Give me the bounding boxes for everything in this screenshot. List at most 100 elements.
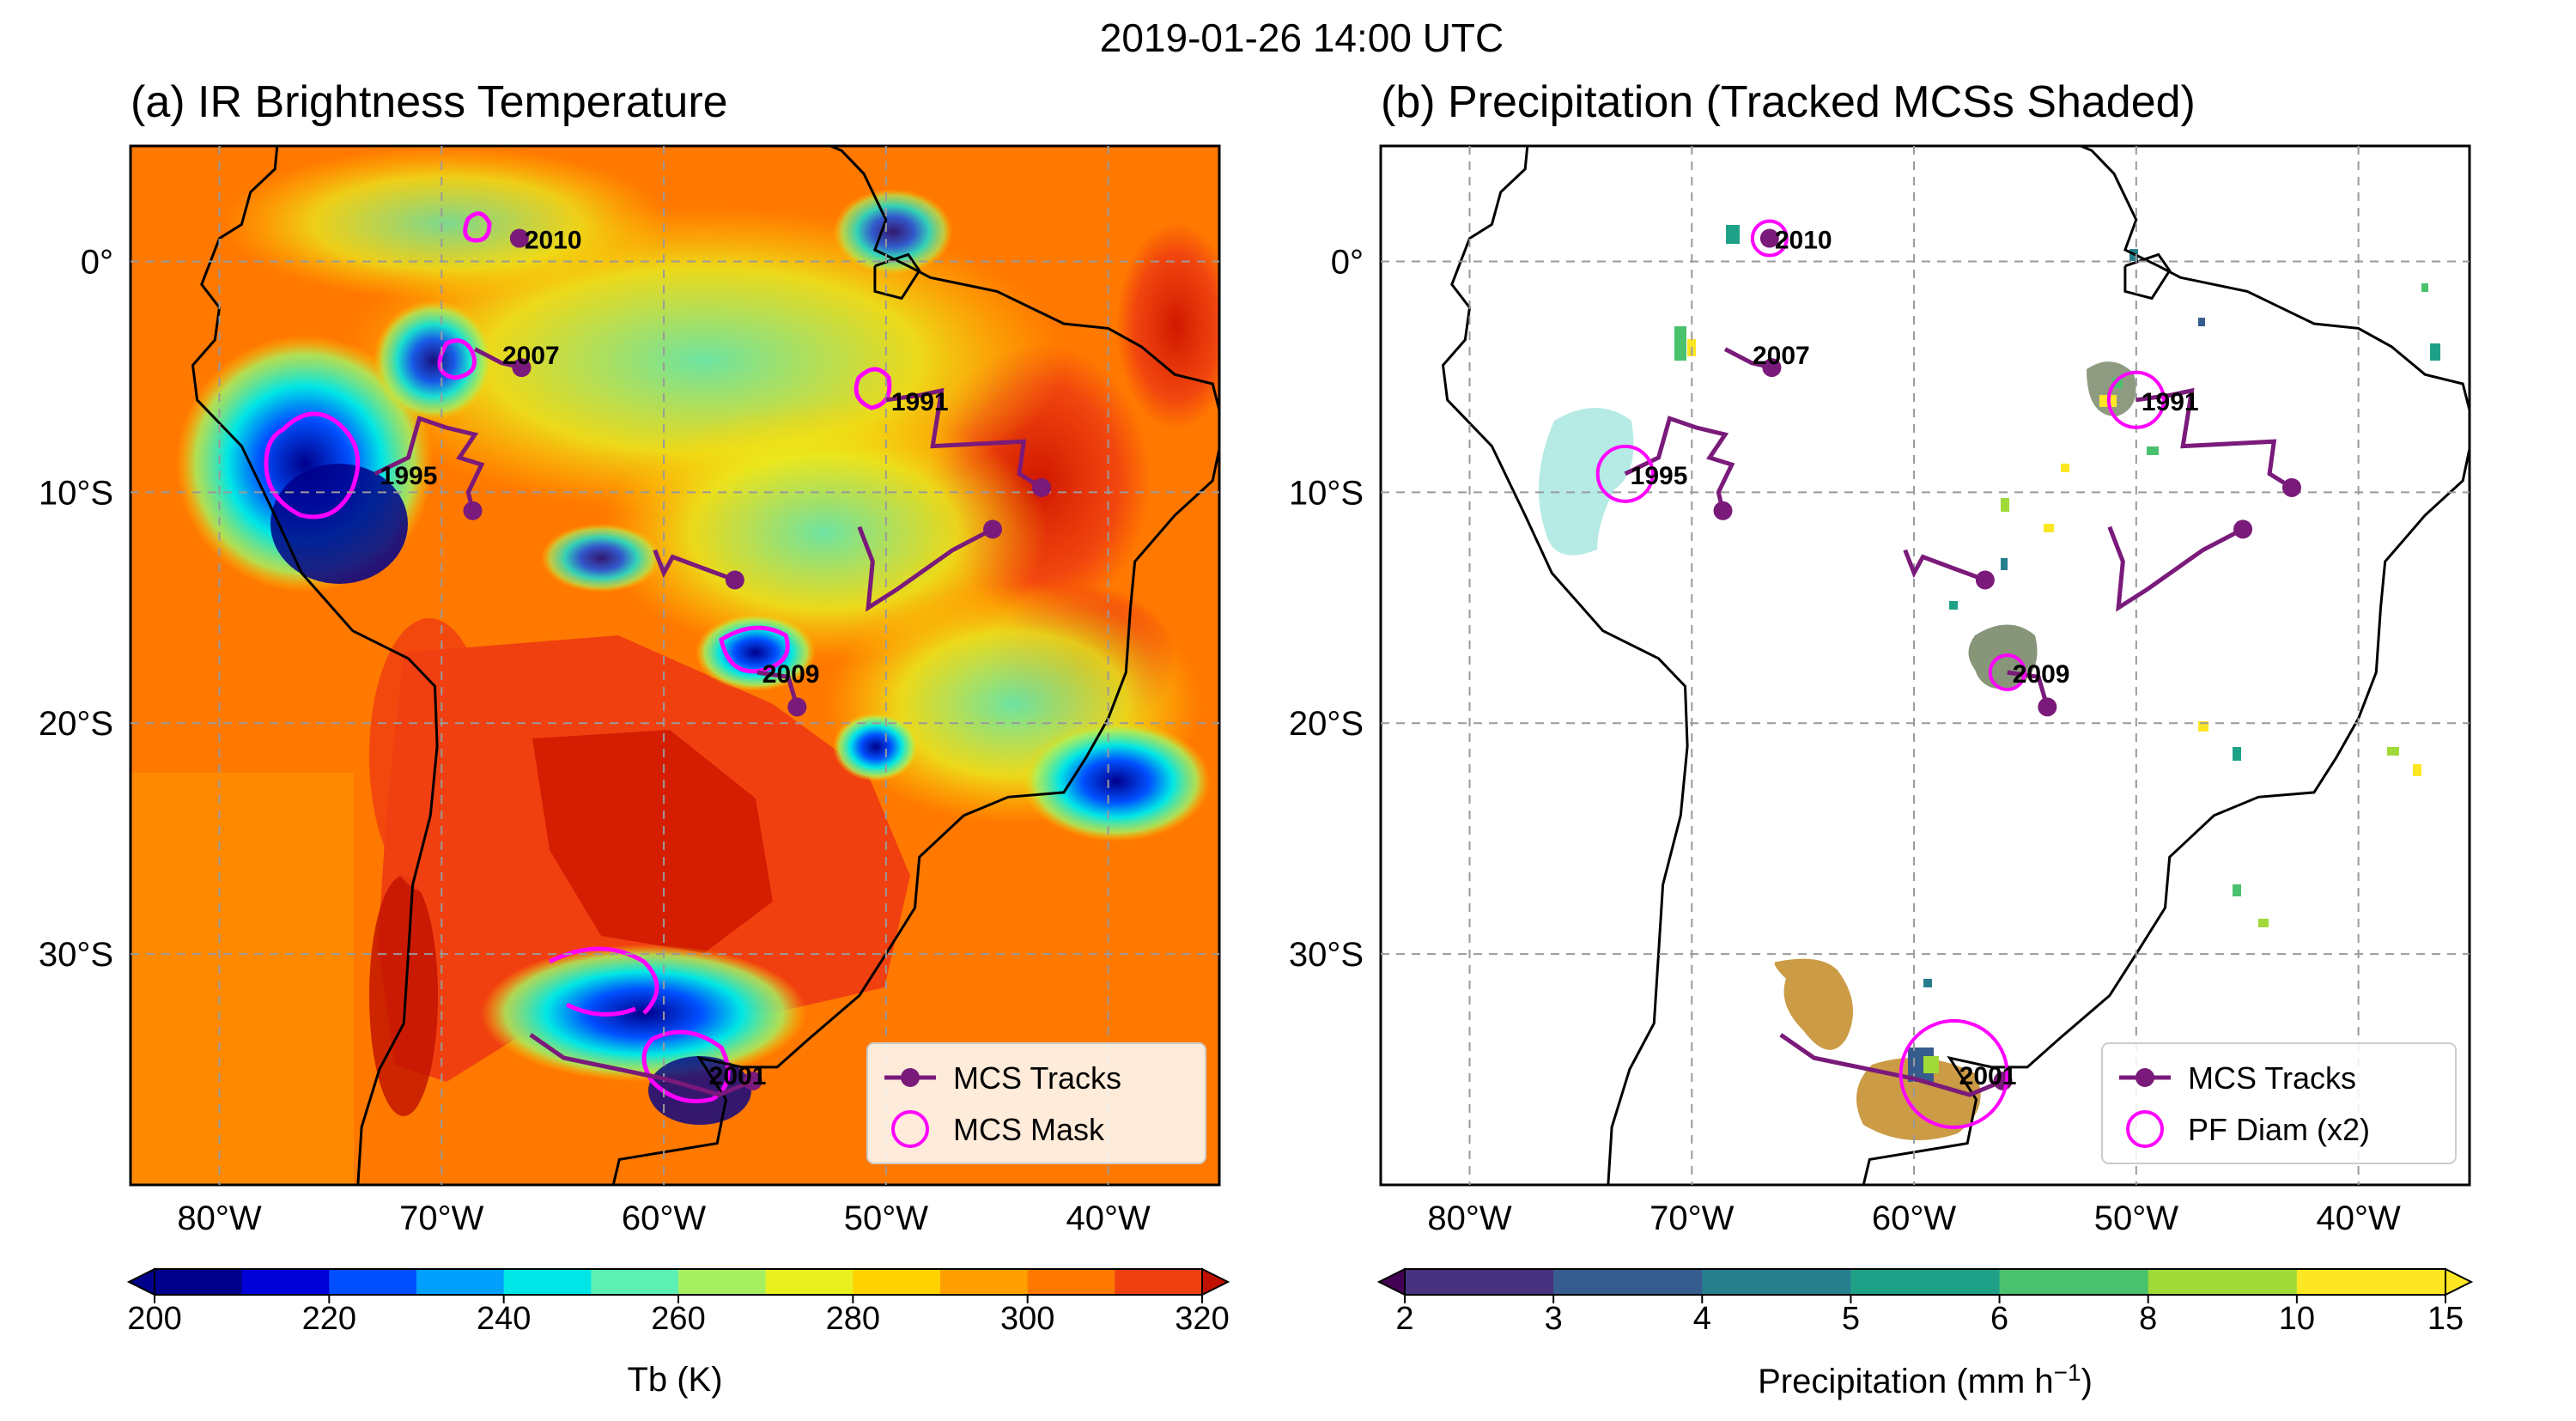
- colorbar-b-label-superscript: −1: [2054, 1359, 2081, 1386]
- colorbar-tick-label: 15: [2427, 1301, 2464, 1337]
- mcs-track-endpoint: [787, 697, 807, 717]
- colorbar-segment: [1553, 1269, 1703, 1295]
- colorbar-tick-label: 200: [127, 1301, 181, 1337]
- colorbar-segment: [678, 1269, 767, 1295]
- panel-b-legend: MCS Tracks PF Diam (x2): [2101, 1042, 2457, 1164]
- lon-tick-label: 70°W: [399, 1199, 483, 1237]
- mcs-track-endpoint: [2281, 477, 2301, 497]
- pf-diameter-circle: [1750, 219, 1789, 258]
- lat-tick-label: 0°: [81, 243, 113, 281]
- mcs-track-endpoint: [1713, 501, 1733, 520]
- hot-surface-region: [1116, 223, 1219, 429]
- mcs-track-line: [529, 1033, 754, 1097]
- mcs-track-line: [653, 549, 736, 582]
- colorbar-tick-label: 2: [1395, 1301, 1413, 1337]
- mcs-track-endpoint: [1759, 228, 1779, 248]
- mcs-shaded-area: [1539, 408, 1634, 556]
- colorbar-extend-high: [1201, 1267, 1230, 1297]
- mcs-id-label: 2001: [1959, 1062, 2017, 1090]
- cloud-field: [1022, 721, 1211, 841]
- lon-tick-label: 80°W: [177, 1199, 261, 1237]
- mcs-track-endpoint: [743, 1072, 762, 1090]
- mcs-track-line: [374, 416, 485, 512]
- mcs-track-endpoint: [1762, 358, 1782, 378]
- legend-mask-label: MCS Mask: [953, 1112, 1105, 1147]
- colorbar-tick-label: 4: [1693, 1301, 1711, 1337]
- colorbar-tick-label: 3: [1545, 1301, 1563, 1337]
- lon-tick-label: 50°W: [2094, 1199, 2178, 1237]
- cloud-field: [541, 524, 661, 592]
- lon-tick-label: 70°W: [1649, 1199, 1734, 1237]
- lat-tick-label: 10°S: [1289, 474, 1364, 512]
- pf-diameter-circle: [2106, 370, 2166, 429]
- pf-diameter-circle: [1595, 444, 1655, 503]
- colorbar-tick-label: 8: [2139, 1301, 2157, 1337]
- mcs-id-label: 2009: [762, 660, 820, 689]
- mcs-id-label: 1991: [891, 388, 949, 416]
- lat-tick-label: 20°S: [1289, 705, 1364, 743]
- colorbar-tick-label: 10: [2279, 1301, 2315, 1337]
- mcs-id-label: 1995: [1631, 462, 1688, 490]
- cloud-field: [223, 146, 670, 301]
- colorbar-segment: [1850, 1269, 2001, 1295]
- mcs-shaded-area: [1856, 1058, 1981, 1140]
- panel-b-axis-labels: 80°W 70°W 60°W 50°W 40°W 0° 10°S 20°S 30°S: [1289, 243, 2401, 1237]
- colorbar-tick-label: 220: [302, 1301, 356, 1337]
- panel-a-colorbar: 200 220 240 260 280 300 320: [126, 1267, 1230, 1337]
- colorbar-segment: [503, 1269, 592, 1295]
- colorbar-segment: [416, 1269, 505, 1295]
- mcs-id-label: 2009: [2013, 660, 2070, 689]
- mcs-track-endpoint: [509, 228, 529, 248]
- panel-b-gridlines: [1381, 146, 2470, 1185]
- panel-b-frame: [1379, 144, 2471, 1187]
- colorbar-segment: [940, 1269, 1029, 1295]
- panel-a-legend: MCS Tracks MCS Mask: [866, 1042, 1206, 1164]
- panel-a-tracks: 2010 2007 1991 1995 2009 2001: [374, 227, 1051, 1097]
- hot-surface-region: [369, 876, 438, 1116]
- colorbar-segment: [1702, 1269, 1851, 1295]
- lat-tick-label: 20°S: [39, 705, 113, 743]
- cloud-field: [374, 301, 494, 421]
- mcs-track-line: [1779, 1033, 2004, 1097]
- colorbar-segment: [591, 1269, 679, 1295]
- mcs-id-label: 2001: [709, 1062, 767, 1090]
- lon-tick-label: 60°W: [1872, 1199, 1956, 1237]
- panel-a-axis-labels: 80°W 70°W 60°W 50°W 40°W 0° 10°S 20°S 30°S: [39, 243, 1151, 1237]
- legend-tracks-label: MCS Tracks: [953, 1060, 1121, 1096]
- colorbar-segment: [1115, 1269, 1203, 1295]
- mcs-track-line: [1903, 549, 1986, 582]
- colorbar-segment: [2296, 1269, 2446, 1295]
- colorbar-b-label: Precipitation (mm h−1): [1758, 1359, 2093, 1400]
- panel-a-frame: [129, 144, 1221, 1187]
- mcs-track-endpoint: [1975, 570, 1995, 590]
- colorbar-segment: [241, 1269, 330, 1295]
- colorbar-segment: [1999, 1269, 2149, 1295]
- colorbar-segment: [2148, 1269, 2298, 1295]
- legend-tracks-label: MCS Tracks: [2188, 1060, 2356, 1096]
- legend-box: [866, 1042, 1206, 1164]
- legend-box: [2101, 1042, 2457, 1164]
- legend-pf-diameter-marker: [2126, 1110, 2164, 1148]
- colorbar-extend-low: [126, 1267, 155, 1297]
- mcs-track-endpoint: [2038, 697, 2057, 717]
- cloud-field: [270, 464, 408, 584]
- mcs-track-endpoint: [983, 519, 1003, 539]
- pf-diameter-circle: [1899, 1018, 2009, 1129]
- mcs-track-endpoint: [725, 570, 744, 590]
- mcs-track-endpoint: [2233, 519, 2253, 539]
- mcs-mask-outlines: [264, 211, 892, 1103]
- lat-tick-label: 30°S: [1289, 936, 1364, 974]
- legend-pf-diameter-label: PF Diam (x2): [2188, 1112, 2370, 1147]
- mcs-track-line: [756, 670, 799, 708]
- colorbar-segment: [1027, 1269, 1115, 1295]
- mcs-id-label: 1991: [2142, 388, 2199, 416]
- ocean-warm-area: [131, 773, 354, 1185]
- mcs-track-line: [2007, 670, 2050, 708]
- hot-surface-region: [369, 618, 489, 893]
- legend-track-marker: [2136, 1068, 2154, 1087]
- panel-b-title: (b) Precipitation (Tracked MCSs Shaded): [1381, 77, 2196, 127]
- mcs-track-endpoint: [463, 501, 483, 520]
- island-coastline: [2123, 252, 2172, 301]
- colorbar-segment: [329, 1269, 417, 1295]
